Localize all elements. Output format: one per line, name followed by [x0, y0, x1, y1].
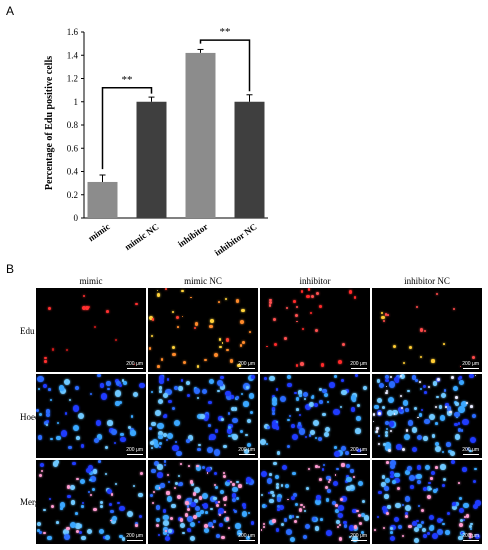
scale-bar-label: 200 μm [462, 361, 479, 367]
micrograph-image: 200 μm [260, 288, 370, 372]
x-tick-label: mimic NC [123, 221, 161, 252]
scale-bar-label: 200 μm [238, 447, 255, 453]
y-tick-label: 0.8 [67, 120, 79, 130]
micrograph-row-label: Hoechst [20, 412, 50, 422]
panel-a-label: A [6, 4, 15, 18]
scale-bar-label: 200 μm [126, 447, 143, 453]
micrograph-image: 200 μm [148, 374, 258, 458]
x-tick-label: mimic [86, 221, 111, 243]
scale-bar [351, 454, 367, 455]
chart-significance: ** ** [101, 26, 251, 170]
micrograph-image: 200 μm [36, 460, 146, 544]
significance-label: ** [220, 26, 231, 38]
micrograph-image: 200 μm [260, 374, 370, 458]
scale-bar [463, 368, 479, 369]
micrograph-column-label: inhibitor NC [404, 276, 450, 286]
scale-bar-label: 200 μm [238, 361, 255, 367]
micrograph-row-label: Edu [20, 326, 35, 336]
y-tick-label: 1 [74, 97, 79, 107]
scale-bar [463, 454, 479, 455]
scale-bar-label: 200 μm [350, 533, 367, 539]
y-tick-label: 0 [74, 213, 79, 223]
micrograph-column-label: mimic NC [184, 276, 222, 286]
significance-bracket [101, 87, 153, 170]
micrograph-column-label: mimic [79, 276, 103, 286]
micrograph-image: 200 μm [372, 374, 482, 458]
y-tick-label: 1.4 [67, 50, 79, 60]
bar [87, 181, 118, 218]
significance-label: ** [122, 74, 133, 86]
micrograph-row-label: Merge [20, 497, 44, 507]
micrograph-image: 200 μm [148, 460, 258, 544]
x-tick-label: inhibitor NC [213, 221, 259, 257]
scale-bar [127, 454, 143, 455]
micrograph-image: 200 μm [36, 374, 146, 458]
scale-bar [239, 368, 255, 369]
scale-bar-label: 200 μm [126, 533, 143, 539]
scale-bar-label: 200 μm [462, 447, 479, 453]
y-axis-label: Percentage of Edu positive cells [44, 56, 55, 190]
micrograph-image: 200 μm [36, 288, 146, 372]
bar [136, 101, 167, 218]
micrograph-image: 200 μm [372, 288, 482, 372]
scale-bar-label: 200 μm [350, 447, 367, 453]
y-tick-label: 1.6 [67, 27, 79, 37]
micrograph-image: 200 μm [372, 460, 482, 544]
bar-chart: 0 0.2 0.4 0.6 0.8 1 1.2 1.4 1.6 mimic mimic NC inh… [44, 26, 268, 258]
y-tick-label: 0.4 [67, 167, 79, 177]
significance-bracket [199, 39, 251, 92]
chart-x-labels: mimic mimic NC inhibitor inhibitor NC [86, 221, 258, 257]
chart-bars [87, 52, 265, 218]
scale-bar [127, 368, 143, 369]
micrograph-image: 200 μm [260, 460, 370, 544]
micrograph-column-label: inhibitor [299, 276, 331, 286]
scale-bar-label: 200 μm [126, 361, 143, 367]
bar [234, 101, 265, 218]
scale-bar [351, 540, 367, 541]
y-tick-label: 0.2 [67, 190, 78, 200]
scale-bar [463, 540, 479, 541]
y-tick-label: 1.2 [67, 74, 78, 84]
scale-bar-label: 200 μm [462, 533, 479, 539]
bar [185, 52, 216, 218]
chart-y-ticks: 0 0.2 0.4 0.6 0.8 1 1.2 1.4 1.6 [67, 27, 84, 223]
micrograph-image: 200 μm [148, 288, 258, 372]
y-tick-label: 0.6 [67, 143, 79, 153]
scale-bar [351, 368, 367, 369]
scale-bar [239, 540, 255, 541]
x-tick-label: inhibitor [176, 221, 210, 249]
scale-bar [239, 454, 255, 455]
scale-bar [127, 540, 143, 541]
scale-bar-label: 200 μm [238, 533, 255, 539]
chart-error-bars [99, 48, 253, 182]
panel-b-label: B [6, 262, 15, 276]
scale-bar-label: 200 μm [350, 361, 367, 367]
